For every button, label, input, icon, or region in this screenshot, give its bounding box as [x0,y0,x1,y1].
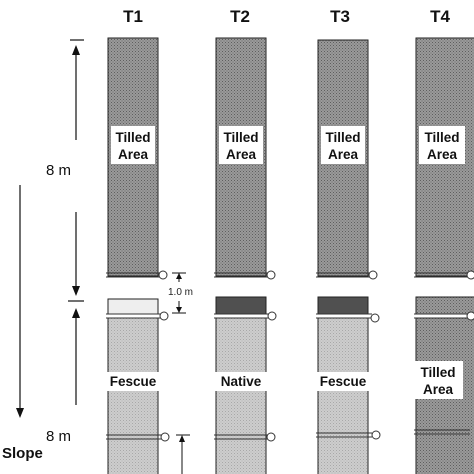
plot-title-t3: T3 [330,7,350,26]
plot-title-t1: T1 [123,7,143,26]
upper-label-t3-line1: Tilled [325,130,360,145]
upper-label-t4-line1: Tilled [424,130,459,145]
lower-label-t3: Fescue [320,374,367,389]
pipe-upper [106,270,474,280]
pipe-middle [106,311,474,323]
label-box-upper-t2 [219,126,263,164]
plot-t3: T3 Tilled Area Fescue [316,7,370,474]
upper-label-t2-line2: Area [226,147,257,162]
lower-label-t2: Native [221,374,262,389]
buffer-strip-t3 [317,296,369,315]
buffer-strip-t1 [107,298,159,315]
pipe-lower [106,429,470,442]
buffer-strip-t2 [215,296,267,315]
upper-label-t4-line2: Area [427,147,458,162]
buffer-strip-t4 [415,296,474,315]
gap-dimension [172,272,186,314]
label-box-upper-t3 [321,126,365,164]
upper-label-t1-line2: Area [118,147,149,162]
lower-length-label: 8 m [46,428,71,445]
slope-arrow [16,185,24,418]
lower-label-t4-line2: Area [423,382,454,397]
label-box-lower-t4 [413,361,463,399]
label-box-lower-t1 [106,372,160,391]
plot-title-t2: T2 [230,7,250,26]
upper-label-t2-line1: Tilled [223,130,258,145]
collection-pipes [106,270,474,442]
grass-area-t2 [215,317,267,474]
label-box-lower-t2 [214,372,268,391]
next-section-dimension [176,434,190,474]
lower-label-t4-line1: Tilled [420,365,455,380]
label-box-upper-t1 [111,126,155,164]
label-box-upper-t4 [419,126,465,164]
plot-t2: T2 Tilled Area Native [214,7,268,474]
upper-label-t1-line1: Tilled [115,130,150,145]
upper-length-label: 8 m [46,162,71,179]
lower-label-t1: Fescue [110,374,157,389]
grass-area-t3 [317,317,369,474]
gap-length-label: 1.0 m [168,287,193,298]
plot-title-t4: T4 [430,7,450,26]
plot-t4: T4 Tilled Area Tilled Area [413,7,474,474]
upper-length-dimension [68,39,84,302]
grass-area-t1 [107,317,159,474]
upper-label-t3-line2: Area [328,147,359,162]
slope-label: Slope [2,445,43,462]
label-box-lower-t3 [316,372,370,391]
plot-t1: T1 Tilled Area Fescue [106,7,160,474]
lower-length-dimension [72,308,80,405]
